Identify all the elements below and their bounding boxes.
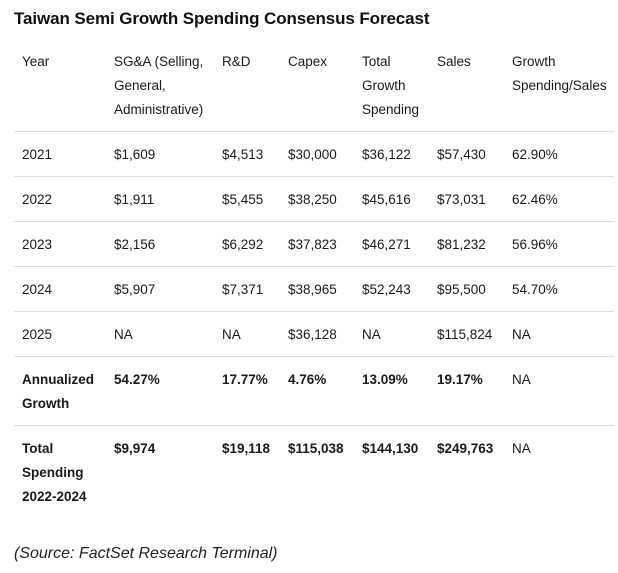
cell-total-growth-spending: $46,271 (362, 237, 411, 252)
cell-growth-spending-sales: 54.70% (512, 282, 558, 297)
cell-rnd: $5,455 (222, 192, 264, 207)
header-sales: Sales (437, 50, 512, 132)
cell-sales: $73,031 (437, 192, 486, 207)
cell-capex: $37,823 (288, 237, 337, 252)
cell-growth-spending-sales: NA (512, 372, 531, 387)
label-line-3: 2022-2024 (22, 489, 87, 504)
cell-sga: $1,911 (114, 192, 155, 207)
header-rnd: R&D (222, 50, 288, 132)
label-line-1: Annualized (22, 372, 95, 387)
header-capex-line: Capex (288, 54, 328, 69)
table-row: 2021 $1,609 $4,513 $30,000 $36,122 $57,4… (14, 131, 614, 177)
cell-growth-spending-sales: 62.90% (512, 147, 558, 162)
header-sales-line: Sales (437, 54, 471, 69)
cell-rnd: NA (222, 327, 241, 342)
header-rnd-line: R&D (222, 54, 251, 69)
cell-growth-spending-sales: 62.46% (512, 192, 558, 207)
header-year: Year (14, 50, 114, 132)
cell-total-growth-spending: $36,122 (362, 147, 411, 162)
header-tgs-line-3: Spending (362, 102, 420, 117)
table-row: 2025 NA NA $36,128 NA $115,824 NA (14, 311, 614, 357)
cell-sga: $1,609 (114, 147, 156, 162)
cell-sga: $2,156 (114, 237, 156, 252)
cell-year: 2025 (22, 327, 53, 342)
cell-capex: $38,250 (288, 192, 337, 207)
cell-year: 2022 (22, 192, 53, 207)
header-gss-line-2: Spending/Sales (512, 78, 607, 93)
cell-total-growth-spending: $45,616 (362, 192, 411, 207)
source-caption: (Source: FactSet Research Terminal) (14, 545, 278, 562)
cell-sales: $57,430 (437, 147, 486, 162)
header-tgs-line-1: Total (362, 54, 391, 69)
header-growth-spending-sales: Growth Spending/Sales (512, 50, 614, 132)
cell-year: 2024 (22, 282, 53, 297)
cell-sga: $5,907 (114, 282, 156, 297)
header-total-growth-spending: Total Growth Spending (362, 50, 437, 132)
cell-capex: 4.76% (288, 372, 327, 387)
header-year-line: Year (22, 54, 50, 69)
header-sga: SG&A (Selling, General, Administrative) (114, 50, 222, 132)
header-gss-line-1: Growth (512, 54, 556, 69)
cell-capex: $36,128 (288, 327, 337, 342)
cell-total-growth-spending: $144,130 (362, 441, 419, 456)
cell-year: 2023 (22, 237, 53, 252)
cell-sales: 19.17% (437, 372, 483, 387)
cell-rnd: $7,371 (222, 282, 264, 297)
cell-growth-spending-sales: NA (512, 441, 531, 456)
header-capex: Capex (288, 50, 362, 132)
header-row: Year SG&A (Selling, General, Administrat… (14, 50, 614, 132)
cell-rnd: $6,292 (222, 237, 264, 252)
cell-growth-spending-sales: NA (512, 327, 531, 342)
cell-total-growth-spending: 13.09% (362, 372, 408, 387)
cell-capex: $30,000 (288, 147, 337, 162)
table-title: Taiwan Semi Growth Spending Consensus Fo… (14, 9, 430, 28)
table-row: 2023 $2,156 $6,292 $37,823 $46,271 $81,2… (14, 221, 614, 267)
label-line-1: Total (22, 441, 54, 456)
cell-sales: $95,500 (437, 282, 486, 297)
cell-capex: $115,038 (288, 441, 344, 456)
header-sga-line-2: General, (114, 78, 166, 93)
growth-spending-table: Year SG&A (Selling, General, Administrat… (14, 50, 614, 519)
cell-capex: $38,965 (288, 282, 337, 297)
label-line-2: Growth (22, 396, 70, 411)
cell-sales: $81,232 (437, 237, 486, 252)
cell-sga: NA (114, 327, 133, 342)
cell-sga: 54.27% (114, 372, 160, 387)
cell-rnd: $4,513 (222, 147, 264, 162)
cell-row-label: Annualized Growth (14, 357, 114, 426)
cell-row-label: Total Spending 2022-2024 (14, 426, 114, 520)
header-sga-line-1: SG&A (Selling, (114, 54, 204, 69)
cell-rnd: 17.77% (222, 372, 268, 387)
label-line-2: Spending (22, 465, 84, 480)
header-sga-line-3: Administrative) (114, 102, 204, 117)
table-row: 2024 $5,907 $7,371 $38,965 $52,243 $95,5… (14, 266, 614, 312)
cell-sga: $9,974 (114, 441, 156, 456)
header-tgs-line-2: Growth (362, 78, 406, 93)
cell-sales: $115,824 (437, 327, 493, 342)
cell-total-growth-spending: $52,243 (362, 282, 411, 297)
cell-sales: $249,763 (437, 441, 494, 456)
total-spending-row: Total Spending 2022-2024 $9,974 $19,118 … (14, 425, 614, 520)
table-row: 2022 $1,911 $5,455 $38,250 $45,616 $73,0… (14, 176, 614, 222)
cell-total-growth-spending: NA (362, 327, 381, 342)
annualized-growth-row: Annualized Growth 54.27% 17.77% 4.76% 13… (14, 356, 614, 426)
cell-year: 2021 (22, 147, 53, 162)
cell-rnd: $19,118 (222, 441, 271, 456)
cell-growth-spending-sales: 56.96% (512, 237, 558, 252)
